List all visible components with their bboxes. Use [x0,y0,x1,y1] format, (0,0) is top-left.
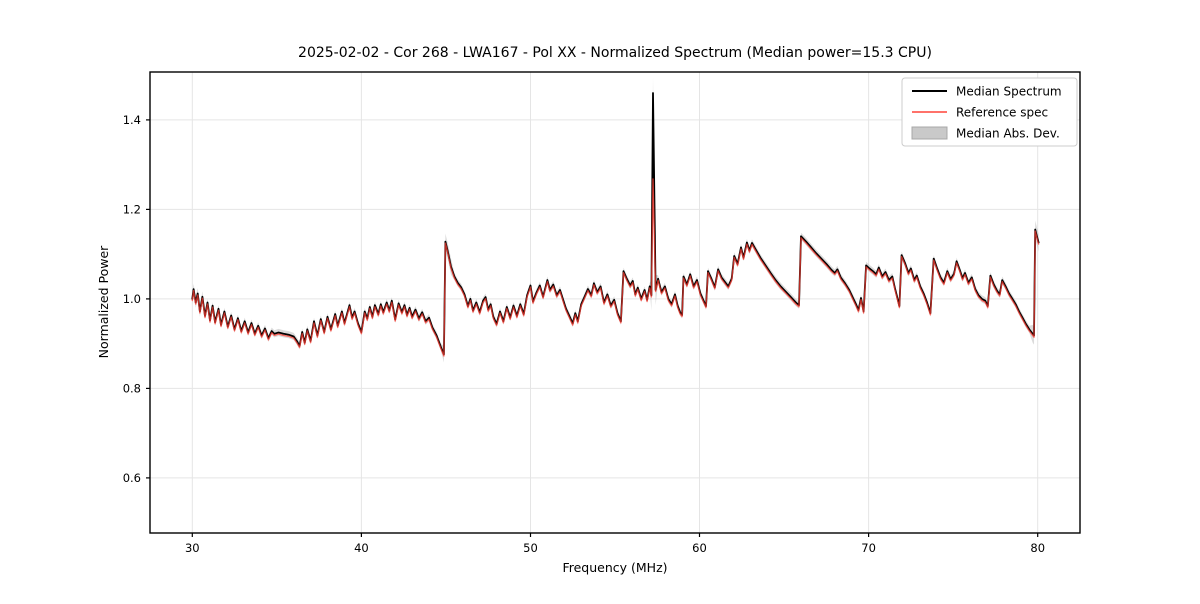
x-axis-ticks: 30 40 50 60 70 80 [185,533,1045,555]
chart-title: 2025-02-02 - Cor 268 - LWA167 - Pol XX -… [298,45,932,61]
y-tick-label: 1.4 [123,113,141,127]
legend-label-reference-spec: Reference spec [956,106,1048,120]
y-tick-label: 0.8 [123,381,141,395]
median-abs-dev-legend-patch-icon [911,126,948,140]
y-axis-ticks: 0.6 0.8 1.0 1.2 1.4 [123,113,150,485]
x-tick-label: 70 [861,541,876,555]
legend-entry-median-spectrum: Median Spectrum [912,85,1062,99]
x-axis-label: Frequency (MHz) [562,560,667,575]
y-axis-label: Normalized Power [96,245,111,359]
legend-entry-median-abs-dev: Median Abs. Dev. [911,126,1060,141]
legend-label-median-spectrum: Median Spectrum [956,85,1062,99]
legend: Median Spectrum Reference spec Median Ab… [901,77,1078,147]
plot-frame [149,71,1081,534]
y-tick-label: 1.2 [123,202,141,216]
x-tick-label: 50 [523,541,538,555]
legend-entry-reference-spec: Reference spec [912,106,1048,120]
reference-spec-line [191,178,1040,357]
x-tick-label: 30 [185,541,200,555]
x-tick-label: 40 [354,541,369,555]
y-tick-label: 0.6 [123,471,141,485]
y-tick-label: 1.0 [123,292,141,306]
x-tick-label: 80 [1030,541,1045,555]
x-tick-label: 60 [692,541,707,555]
legend-label-median-abs-dev: Median Abs. Dev. [956,127,1060,141]
